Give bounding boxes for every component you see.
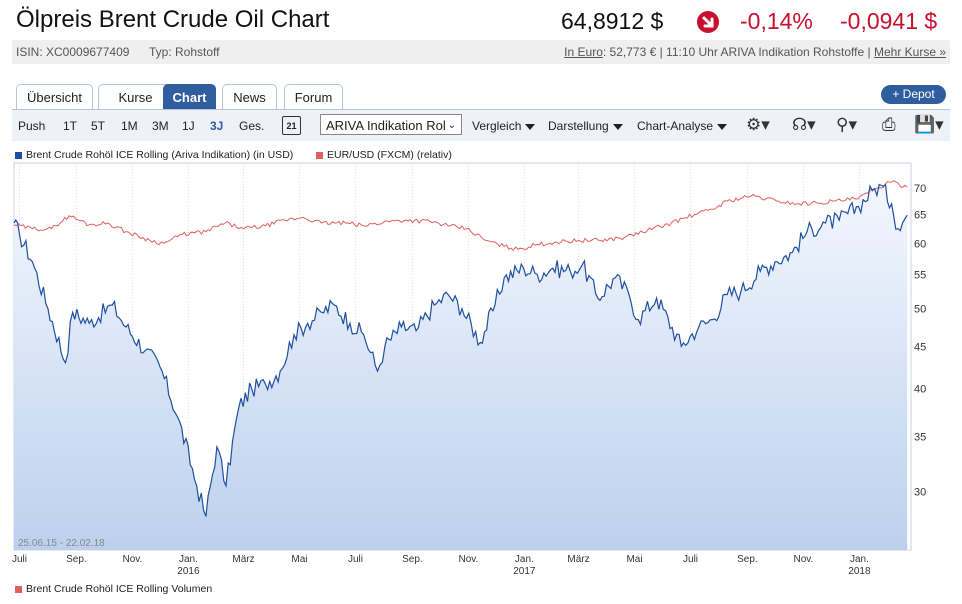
y-tick-label: 40 (914, 384, 926, 396)
series-2-line (13, 180, 908, 252)
legend-series-1-label: Brent Crude Rohöl ICE Rolling (Ariva Ind… (26, 149, 294, 161)
price-chart[interactable]: 30 35 40 45 50 55 60 65 70 Juli Sep. Nov. Jan. März M… (0, 155, 962, 595)
x-tick-label: März (232, 554, 254, 565)
menu-vergleich[interactable]: Vergleich (472, 119, 535, 133)
x-tick-label: Juli (348, 554, 363, 565)
legend-volume-label: Brent Crude Rohöl ICE Rolling Volumen (26, 583, 213, 595)
network-icon[interactable]: ☊▾ (792, 115, 816, 134)
range-1j[interactable]: 1J (182, 119, 195, 133)
x-tick-label: Mai (626, 554, 642, 565)
y-tick-label: 50 (914, 304, 926, 316)
x-tick-label: Sep. (402, 554, 423, 565)
y-tick-label: 70 (914, 183, 926, 195)
quote-meta-text: : 52,773 € | 11:10 Uhr ARIVA Indikation … (602, 45, 871, 59)
tab-divider (12, 109, 950, 110)
x-tick-label: Juli (12, 554, 27, 565)
y-tick-label: 45 (914, 341, 926, 353)
x-tick-label: Nov. (123, 554, 143, 565)
range-3m[interactable]: 3M (152, 119, 169, 133)
save-icon[interactable]: 💾▾ (914, 115, 944, 134)
legend-series-2: EUR/USD (FXCM) (relativ) (316, 149, 452, 161)
y-tick-label: 65 (914, 210, 926, 222)
tab-forum[interactable]: Forum (284, 84, 343, 110)
info-bar: ISIN: XC0009677409 Typ: Rohstoff In Euro… (12, 40, 950, 64)
x-tick-label: Mai (291, 554, 307, 565)
x-tick-label: Juli (683, 554, 698, 565)
menu-darstellung[interactable]: Darstellung (548, 119, 623, 133)
more-quotes-link[interactable]: Mehr Kurse » (873, 45, 946, 59)
quote-meta: In Euro: 52,773 € | 11:10 Uhr ARIVA Indi… (564, 45, 946, 59)
range-1m[interactable]: 1M (121, 119, 138, 133)
current-price: 64,8912 $ (561, 8, 664, 34)
x-tick-label: Sep. (737, 554, 758, 565)
source-select[interactable]: ARIVA Indikation Rol ⌄ (320, 114, 462, 135)
x-tick-label: Sep. (66, 554, 87, 565)
y-tick-label: 60 (914, 238, 926, 250)
chevron-down-icon: ⌄ (447, 120, 456, 131)
isin-label: ISIN: XC0009677409 (16, 45, 130, 59)
y-tick-label: 30 (914, 487, 926, 499)
gear-icon[interactable]: ⚙▾ (746, 115, 770, 134)
x-tick-label: Jan. (515, 554, 534, 565)
zoom-icon[interactable]: ⚲▾ (836, 115, 857, 134)
menu-chart-analyse[interactable]: Chart-Analyse (637, 119, 727, 133)
y-tick-label: 35 (914, 431, 926, 443)
range-5t[interactable]: 5T (91, 119, 106, 133)
x-year-label: 2016 (177, 566, 200, 577)
type-label: Typ: Rohstoff (149, 45, 220, 59)
print-icon[interactable]: ⎙ (882, 115, 896, 134)
page-title: Ölpreis Brent Crude Oil Chart (16, 6, 330, 33)
add-depot-button[interactable]: + Depot (881, 85, 946, 104)
change-absolute: -0,0941 $ (840, 8, 938, 34)
legend-series-2-label: EUR/USD (FXCM) (relativ) (327, 149, 452, 161)
x-tick-label: Nov. (458, 554, 478, 565)
tab-chart[interactable]: Chart (163, 84, 216, 110)
x-tick-label: Nov. (794, 554, 814, 565)
y-tick-label: 55 (914, 270, 926, 282)
series-1-line (13, 183, 908, 517)
legend-volume: Brent Crude Rohöl ICE Rolling Volumen (15, 583, 212, 595)
tab-news[interactable]: News (222, 84, 277, 110)
down-arrow-icon (697, 11, 719, 33)
date-range-label: 25.06.15 - 22.02.18 (18, 538, 105, 549)
source-select-value: ARIVA Indikation Rol (326, 118, 446, 133)
range-push[interactable]: Push (18, 119, 46, 133)
legend-series-1: Brent Crude Rohöl ICE Rolling (Ariva Ind… (15, 149, 293, 161)
tab-kurse[interactable]: Kurse (98, 84, 173, 110)
range-ges[interactable]: Ges. (239, 119, 265, 133)
x-year-label: 2018 (848, 566, 871, 577)
series-1-area (14, 184, 908, 550)
in-euro-link[interactable]: In Euro (564, 45, 603, 59)
chart-toolbar: Push 1T 5T 1M 3M 1J 3J Ges. 21 ARIVA Ind… (12, 110, 950, 141)
tab-uebersicht[interactable]: Übersicht (16, 84, 93, 110)
x-tick-label: Jan. (850, 554, 869, 565)
x-tick-label: März (567, 554, 589, 565)
change-percent: -0,14% (740, 8, 813, 34)
calendar-icon[interactable]: 21 (282, 116, 301, 135)
range-3j[interactable]: 3J (210, 119, 224, 133)
x-year-label: 2017 (513, 566, 536, 577)
x-tick-label: Jan. (179, 554, 198, 565)
range-1t[interactable]: 1T (63, 119, 78, 133)
